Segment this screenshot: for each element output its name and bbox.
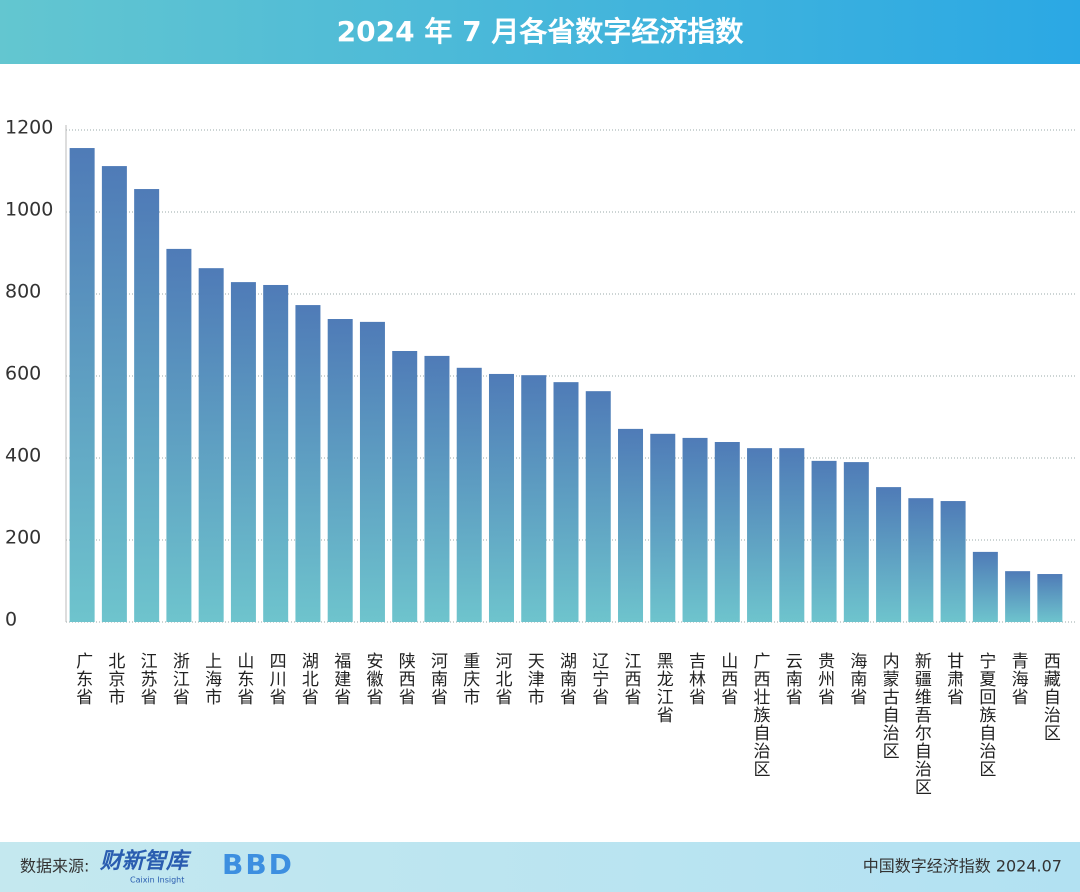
x-tick-label: 山东省 <box>233 652 254 706</box>
x-tick-label: 浙江省 <box>169 652 190 706</box>
bar <box>908 498 934 622</box>
bar <box>747 448 773 622</box>
y-tick-label: 400 <box>5 445 41 467</box>
bar <box>521 375 547 622</box>
bar <box>876 487 902 622</box>
x-tick-label: 陕西省 <box>395 652 416 706</box>
bar <box>230 282 256 622</box>
footer-band <box>0 842 1080 892</box>
x-tick-label: 安徽省 <box>362 652 383 706</box>
bar <box>811 460 837 622</box>
x-tick-label: 贵州省 <box>814 652 835 706</box>
x-tick-label: 新疆维吾尔自治区 <box>911 652 932 796</box>
x-tick-label: 宁夏回族自治区 <box>975 652 996 778</box>
header-band <box>0 0 1080 64</box>
bar <box>585 391 611 622</box>
bar <box>714 442 740 622</box>
y-tick-label: 1200 <box>5 117 53 139</box>
x-tick-label: 广东省 <box>72 652 93 706</box>
x-tick-label: 重庆市 <box>459 652 480 706</box>
bar <box>488 373 514 622</box>
bar <box>263 284 289 622</box>
x-tick-label: 山西省 <box>717 652 738 706</box>
x-tick-label: 天津市 <box>524 652 545 706</box>
source-logo-sub: Caixin Insight <box>130 876 184 885</box>
x-tick-label: 云南省 <box>782 652 803 706</box>
y-tick-label: 1000 <box>5 199 53 221</box>
y-tick-label: 600 <box>5 363 41 385</box>
x-tick-label: 甘肃省 <box>943 652 964 706</box>
x-tick-label: 吉林省 <box>685 652 706 706</box>
bar <box>553 382 579 622</box>
bar <box>295 305 321 622</box>
x-tick-label: 江苏省 <box>137 652 158 706</box>
x-tick-label: 黑龙江省 <box>653 652 674 724</box>
source-label: 数据来源: <box>20 857 89 876</box>
x-tick-label: 内蒙古自治区 <box>879 652 900 760</box>
bar <box>392 350 418 622</box>
bar <box>650 433 676 622</box>
x-tick-label: 上海市 <box>201 652 222 706</box>
x-tick-label: 湖南省 <box>556 652 577 706</box>
bar <box>456 367 482 622</box>
bar <box>843 462 869 622</box>
bar <box>940 501 966 622</box>
x-tick-label: 青海省 <box>1008 652 1029 706</box>
x-tick-label: 辽宁省 <box>588 652 609 706</box>
bar <box>69 148 95 623</box>
x-tick-label: 北京市 <box>104 652 125 706</box>
x-tick-label: 海南省 <box>846 652 867 706</box>
source-logo: 财新智库 <box>99 848 192 874</box>
bar <box>134 189 160 623</box>
x-tick-label: 西藏自治区 <box>1040 652 1061 742</box>
bar <box>198 268 224 622</box>
x-tick-label: 江西省 <box>621 652 642 706</box>
bar <box>327 319 353 622</box>
bar <box>424 355 450 622</box>
x-tick-label: 河北省 <box>491 652 512 706</box>
source-logo-bbd: BBD <box>222 848 294 881</box>
footer-note: 中国数字经济指数 2024.07 <box>863 857 1062 876</box>
bar <box>359 321 385 622</box>
bar <box>166 248 192 622</box>
bar <box>101 166 127 622</box>
bar <box>779 448 805 622</box>
y-tick-label: 800 <box>5 281 41 303</box>
x-tick-label: 河南省 <box>427 652 448 706</box>
bar <box>1005 571 1031 622</box>
x-tick-label: 广西壮族自治区 <box>750 652 771 778</box>
bar <box>1037 574 1063 622</box>
chart-title: 2024 年 7 月各省数字经济指数 <box>337 15 745 48</box>
x-tick-label: 四川省 <box>266 652 287 706</box>
bar <box>618 428 644 622</box>
x-tick-label: 福建省 <box>330 652 351 706</box>
y-tick-label: 200 <box>5 527 41 549</box>
y-tick-label: 0 <box>5 609 17 631</box>
bar <box>972 551 998 622</box>
x-tick-label: 湖北省 <box>298 652 319 706</box>
bar <box>682 437 708 622</box>
